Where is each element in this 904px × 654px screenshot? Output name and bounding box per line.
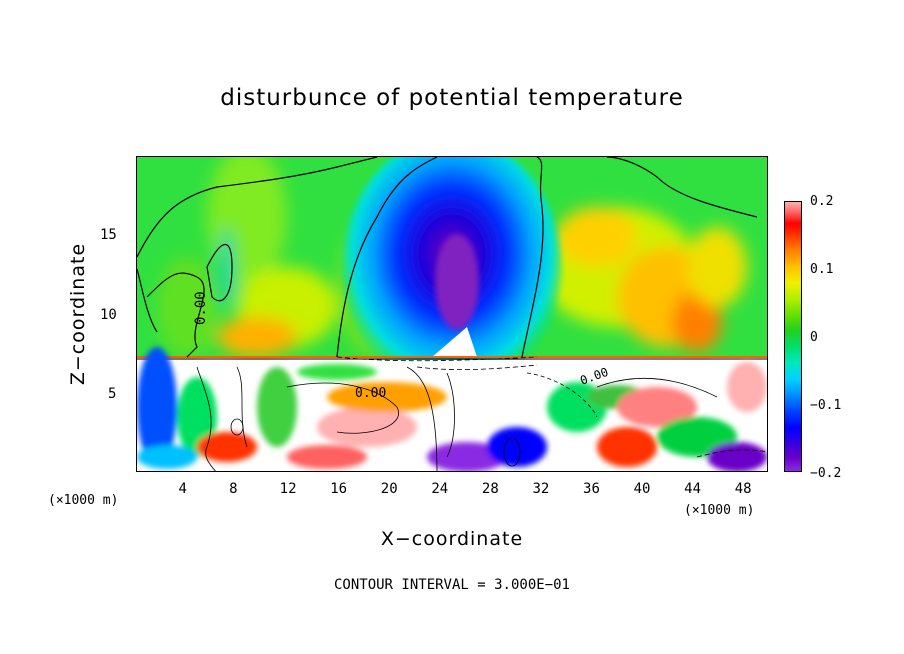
x-tick-label: 4: [178, 481, 187, 497]
x-tick-label: 36: [583, 481, 600, 497]
x-tick-label: 44: [684, 481, 702, 497]
y-tick-label: 15: [100, 227, 117, 243]
colorbar-tick-label: −0.1: [810, 398, 842, 413]
x-unit-label: (×1000 m): [684, 503, 755, 518]
x-tick-label: 24: [431, 481, 449, 497]
plot-area: 0.00 0.00 0.00: [136, 156, 768, 472]
colorbar-tick-label: −0.2: [810, 466, 842, 481]
y-unit-label: (×1000 m): [48, 493, 119, 508]
x-tick-label: 12: [279, 481, 297, 497]
chart-title: disturbunce of potential temperature: [220, 85, 684, 111]
colorbar: [784, 201, 802, 472]
colorbar-tick-label: 0: [810, 330, 818, 345]
x-tick-label: 8: [229, 481, 238, 497]
contour-interval-note: CONTOUR INTERVAL = 3.000E−01: [333, 577, 570, 593]
x-tick-label: 28: [481, 481, 499, 497]
colorbar-tick-label: 0.2: [810, 194, 834, 209]
y-tick-label: 5: [108, 386, 117, 402]
contour-label: 0.00: [355, 386, 386, 401]
x-tick-label: 32: [532, 481, 550, 497]
y-tick-label: 10: [100, 307, 117, 323]
x-tick-label: 48: [734, 481, 752, 497]
heatmap-field: 0.00 0.00 0.00: [137, 157, 767, 471]
x-tick-label: 16: [330, 481, 348, 497]
y-axis-label: Z−coordinate: [67, 242, 89, 386]
x-tick-label: 40: [633, 481, 651, 497]
x-tick-label: 20: [380, 481, 398, 497]
colorbar-tick-label: 0.1: [810, 262, 834, 277]
x-axis-label: X−coordinate: [380, 528, 524, 550]
contour-label: 0.00: [193, 291, 209, 325]
